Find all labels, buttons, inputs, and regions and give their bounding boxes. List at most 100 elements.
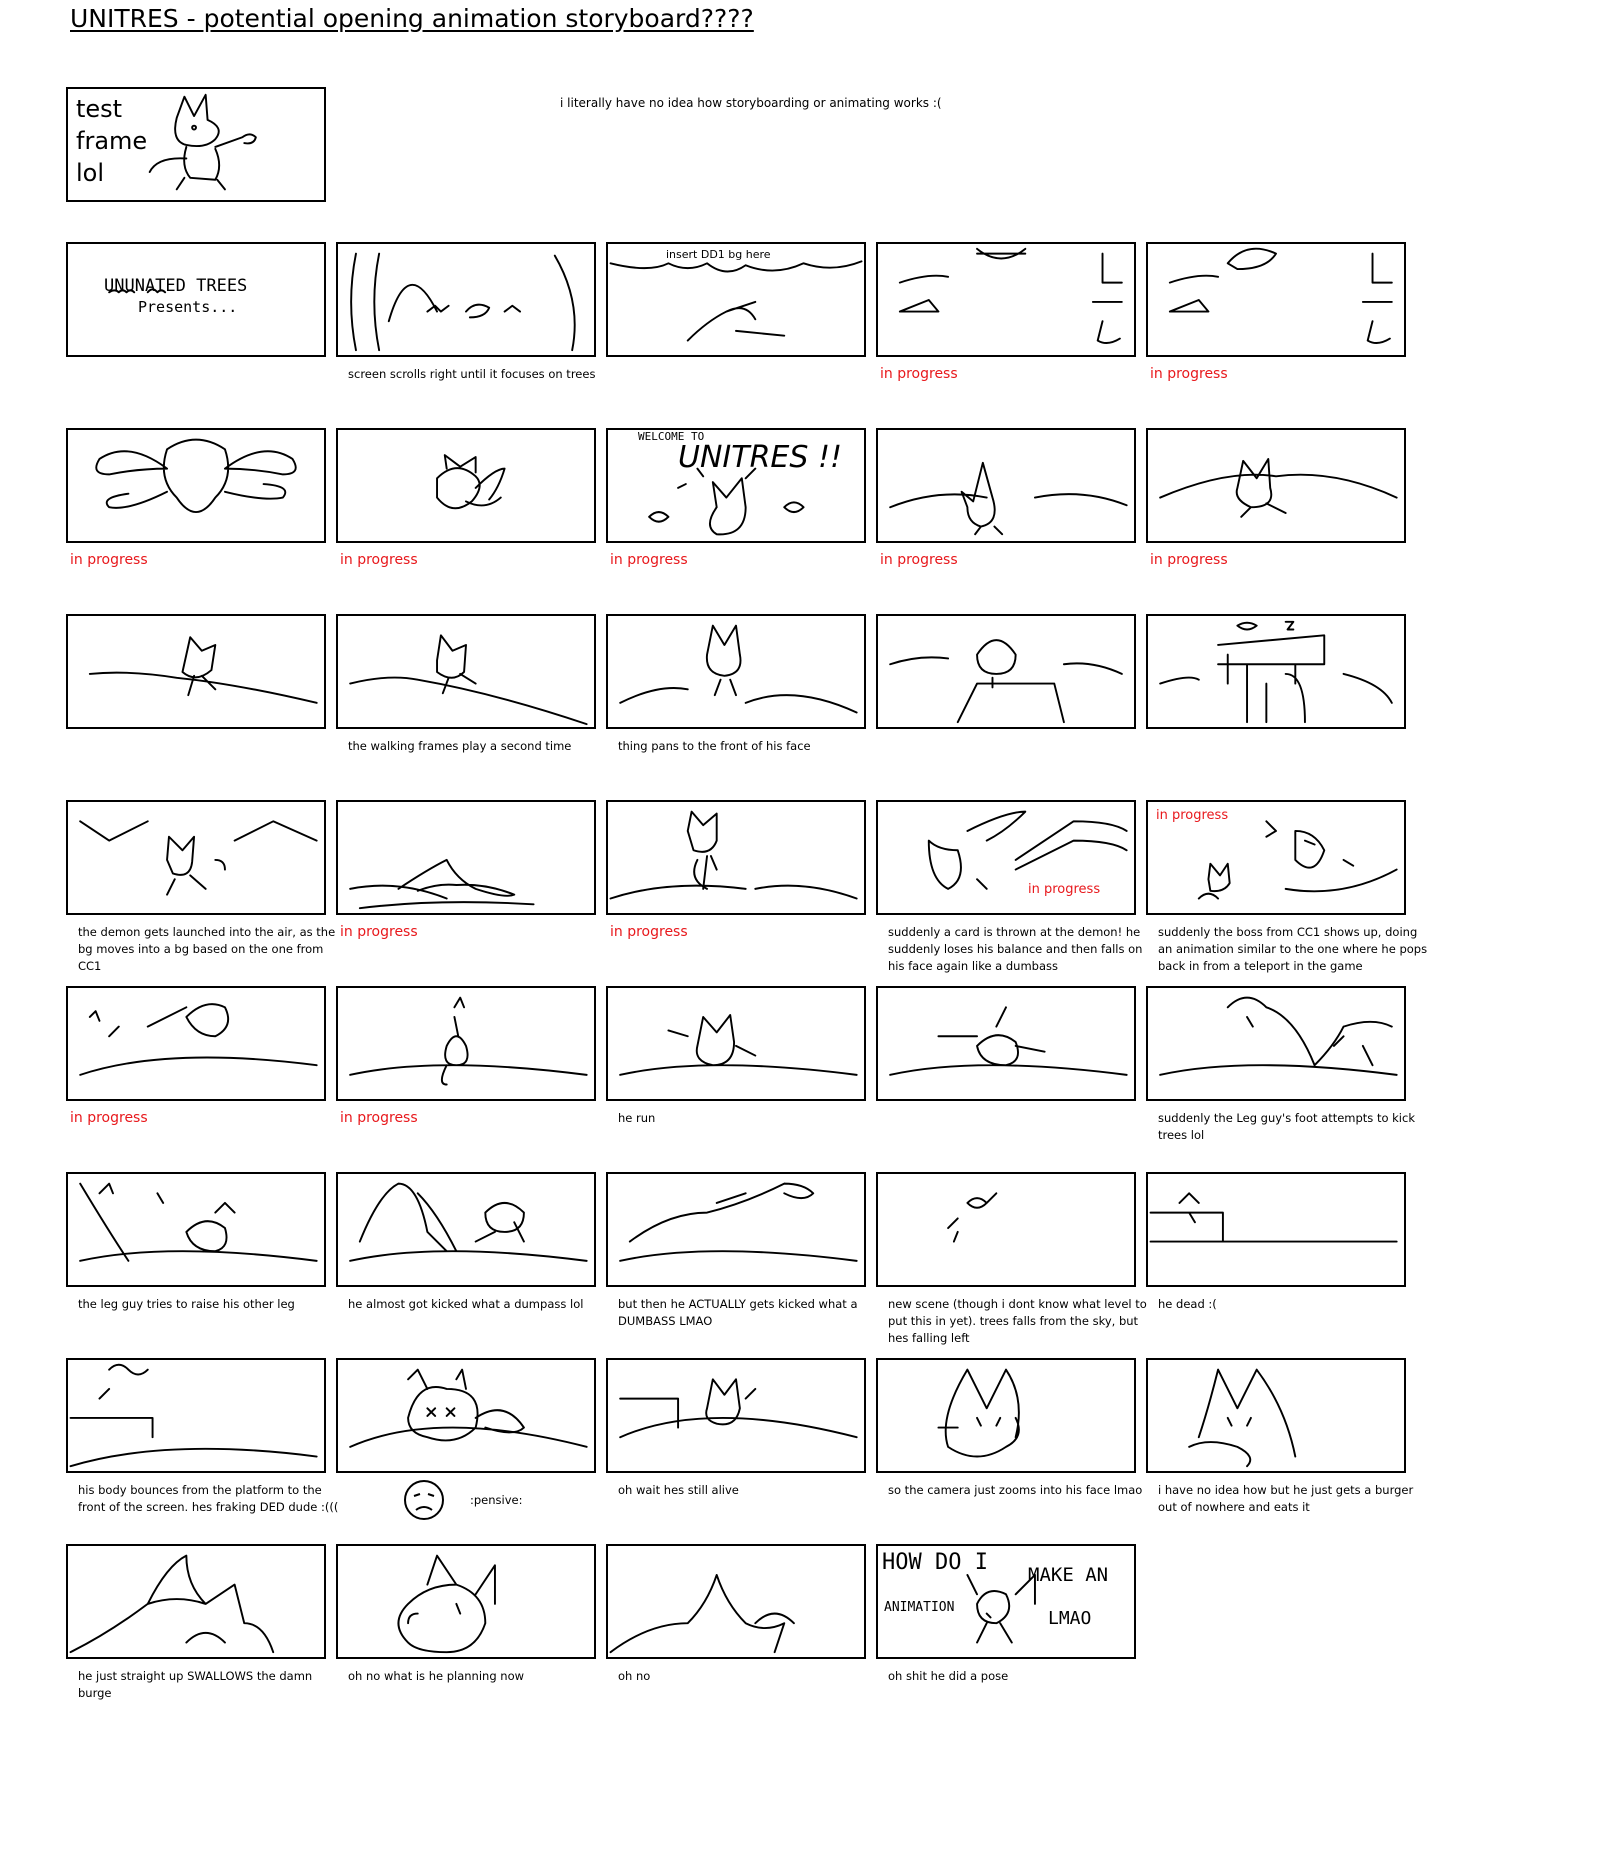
frame-caption: he just straight up SWALLOWS the damn bu… [78,1669,313,1700]
storyboard-frame [336,614,596,729]
welcome-text: WELCOME TO [638,430,705,443]
frame-sketch [889,639,1123,724]
presents-text-line-1: UNUNATED TREES [104,276,248,296]
fox-sketch [148,93,257,191]
storyboard-frame [66,1544,326,1659]
frame-sketch [69,1554,275,1654]
storyboard-frame: HOW DO I MAKE AN ANIMATION LMAO [876,1544,1136,1659]
frame-caption: he almost got kicked what a dumpass lol [348,1297,584,1311]
pensive-label: :pensive: [470,1493,523,1507]
storyboard-frame [66,800,326,915]
storyboard-frame [336,986,596,1101]
storyboard-frame: WELCOME TO UNITRES !! [606,428,866,543]
how-do-i-line-3: ANIMATION [884,1600,955,1615]
storyboard-frame [606,1544,866,1659]
storyboard-frame [66,1358,326,1473]
storyboard-frame [876,986,1136,1101]
frame-sketch [397,1554,496,1654]
frame-caption: in progress [610,924,688,940]
storyboard-frame [66,986,326,1101]
storyboard-frame [1146,1358,1406,1473]
presents-text-line-2: Presents... [138,298,238,316]
storyboard-frame [876,1358,1136,1473]
storyboard-frame [1146,242,1406,357]
frame-caption: in progress [340,1110,418,1126]
frame-sketch [79,1003,318,1076]
frame-sketch [898,247,1123,344]
frame-caption: oh no what is he planning now [348,1669,525,1683]
storyboard-frame: in progress [876,800,1136,915]
storyboard-frame: UNUNATED TREES Presents... [66,242,326,357]
test-frame-line-3: lol [76,159,105,187]
how-do-i-line-2: MAKE AN [1028,1564,1109,1586]
pensive-face-icon [402,1478,446,1522]
storyboard-frame: in progress [1146,800,1406,915]
storyboard-frame [606,800,866,915]
storyboard-frame [606,986,866,1101]
frame-sketch [1159,996,1398,1076]
storyboard-frame [606,1172,866,1287]
frame-caption: in progress [340,552,418,568]
frame-sketch [947,1192,998,1243]
frame-sketch [349,996,588,1086]
frame-caption: but then he ACTUALLY gets kicked what a … [618,1297,858,1328]
frame-sketch [436,454,506,510]
frame-sketch [1188,1368,1297,1468]
frame-caption: oh wait hes still alive [618,1483,739,1497]
frame-sketch [1149,1192,1398,1243]
frame-caption: the demon gets launched into the air, as… [78,925,336,973]
storyboard-frame [1146,428,1406,543]
frame-sketch [609,810,858,900]
storyboard-frame [606,1358,866,1473]
frame-caption: oh no [618,1669,651,1683]
frame-caption: screen scrolls right until it focuses on… [348,367,596,381]
how-do-i-line-1: HOW DO I [882,1550,988,1575]
frame-sketch [619,1378,858,1439]
test-frame: test frame lol [66,87,326,202]
how-do-i-line-4: LMAO [1048,1608,1092,1629]
storyboard-frame [66,614,326,729]
frame-sketch [79,1182,318,1262]
test-frame-line-1: test [76,95,123,123]
storyboard-frame [336,428,596,543]
frame-sketch [966,1573,1036,1644]
frame-caption: thing pans to the front of his face [618,739,811,753]
frame-sketch [619,624,858,714]
frame-caption: i have no idea how but he just gets a bu… [1158,1483,1414,1514]
frame-sketch [1197,820,1398,900]
frame-sketch [889,461,1128,536]
frame-caption: the leg guy tries to raise his other leg [78,1297,295,1311]
frame-sketch [350,252,576,352]
test-frame-line-2: frame [76,127,148,155]
storyboard-frame [876,614,1136,729]
frame-sketch [648,467,805,536]
frame-caption: he dead :( [1158,1297,1217,1311]
storyboard-frame [336,1172,596,1287]
frame-sketch [349,1182,588,1262]
frame-sketch [619,1014,858,1076]
frame-sketch [927,810,1128,890]
frame-sketch [609,260,863,342]
frame-caption: he run [618,1111,656,1125]
frame-caption: in progress [70,552,148,568]
frame-caption: oh shit he did a pose [888,1669,1009,1683]
frame-caption: in progress [610,552,688,568]
frame-caption: in progress [70,1110,148,1126]
storyboard-frame [66,1172,326,1287]
frame-caption: suddenly the Leg guy's foot attempts to … [1158,1111,1415,1142]
frame-caption: new scene (though i dont know what level… [888,1297,1147,1345]
frame-sketch [609,1573,795,1654]
storyboard-frame [336,1544,596,1659]
frame-sketch [1159,457,1398,518]
storyboard-frame [876,428,1136,543]
page-title: UNITRES - potential opening animation st… [70,4,754,33]
frame-sketch [349,634,588,726]
frame-sketch [69,1363,318,1468]
frame-caption: so the camera just zooms into his face l… [888,1483,1143,1497]
storyboard-frame [66,428,326,543]
storyboard-frame [1146,986,1406,1101]
frame-sketch [108,288,167,294]
frame-sketch [1168,247,1393,344]
frame-caption: suddenly a card is thrown at the demon! … [888,925,1143,973]
frame-sketch [95,438,297,513]
